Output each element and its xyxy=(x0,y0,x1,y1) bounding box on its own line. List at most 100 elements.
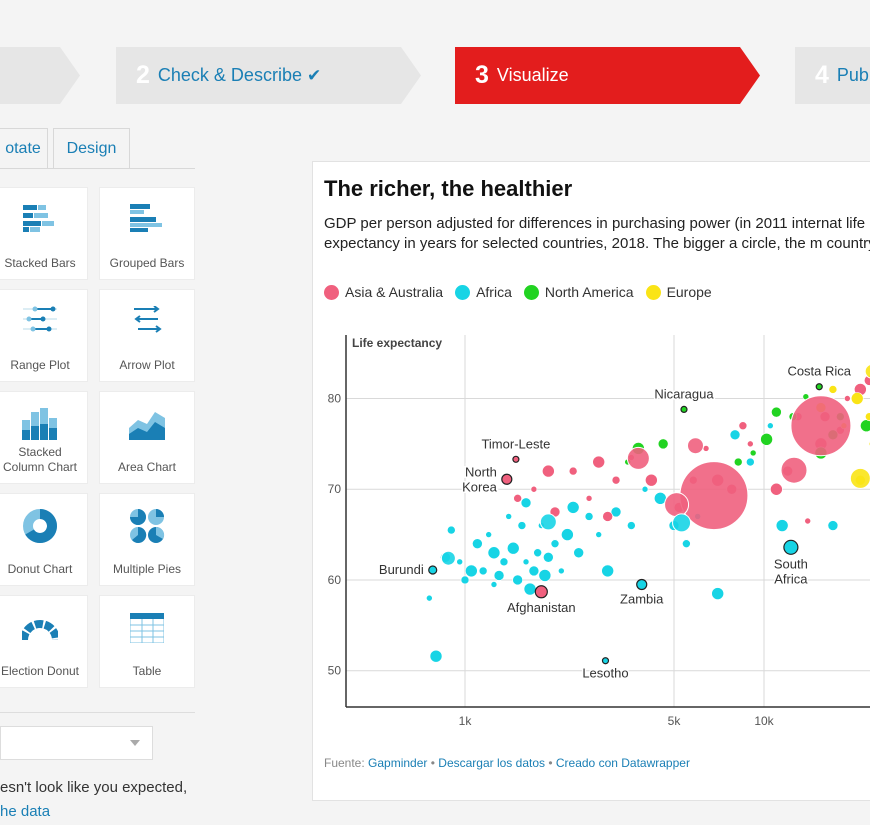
data-bubble xyxy=(672,513,692,533)
legend-item: Europe xyxy=(645,284,712,300)
data-point xyxy=(528,565,540,577)
sidebar-divider xyxy=(0,712,195,713)
step-4-label: Pub xyxy=(836,65,869,85)
data-point xyxy=(828,385,838,394)
chart-select-dropdown[interactable] xyxy=(0,726,153,760)
step-3-visualize[interactable]: 3 Visualize xyxy=(455,47,760,104)
data-point xyxy=(610,506,622,518)
data-point xyxy=(456,558,463,566)
data-point xyxy=(543,551,554,563)
data-point xyxy=(566,501,580,514)
data-point xyxy=(865,412,870,421)
chart-type-label: Arrow Plot xyxy=(119,358,175,372)
data-point xyxy=(561,528,574,541)
data-point xyxy=(747,440,754,448)
footer-made-with-link[interactable]: Creado con Datawrapper xyxy=(555,756,690,770)
point-label: North Korea xyxy=(462,464,497,494)
range-plot-icon xyxy=(0,302,87,338)
footer-separator: • xyxy=(545,756,556,770)
data-point xyxy=(485,531,492,538)
y-tick-label: 80 xyxy=(328,392,342,406)
step-4-number: 4 xyxy=(815,61,829,89)
y-tick-label: 70 xyxy=(328,482,342,496)
data-point xyxy=(499,557,509,567)
data-point xyxy=(592,455,605,469)
data-point xyxy=(729,429,741,441)
labeled-point xyxy=(512,455,520,463)
data-point xyxy=(645,473,658,487)
data-point xyxy=(767,422,774,430)
legend-label: Africa xyxy=(476,284,512,300)
data-bubble xyxy=(780,456,808,484)
point-label: Lesotho xyxy=(582,666,628,681)
data-point xyxy=(429,649,443,663)
y-tick-label: 50 xyxy=(328,664,342,678)
data-point xyxy=(568,466,578,476)
chart-type-arrow-plot[interactable]: Arrow Plot xyxy=(99,289,195,382)
step-1[interactable] xyxy=(0,47,80,104)
data-bubble xyxy=(664,492,690,518)
legend-item: Asia & Australia xyxy=(324,284,443,300)
data-point xyxy=(827,520,839,531)
data-point xyxy=(487,546,501,560)
chart-type-label: Election Donut xyxy=(0,664,80,678)
point-label: Nicaragua xyxy=(654,386,714,401)
tab-design[interactable]: Design xyxy=(53,128,130,168)
legend-swatch xyxy=(324,284,339,300)
chart-type-election-donut[interactable]: Election Donut xyxy=(0,595,88,688)
y-axis-label: Life expectancy xyxy=(352,336,442,350)
data-point xyxy=(601,564,614,578)
chart-description: GDP per person adjusted for differences … xyxy=(324,215,870,252)
point-label: Burundi xyxy=(379,562,424,577)
chart-type-multiple-pies[interactable]: Multiple Pies xyxy=(99,493,195,586)
footer-source-link[interactable]: Gapminder xyxy=(368,756,428,770)
grouped-bars-icon xyxy=(100,200,194,236)
chart-type-area-chart[interactable]: Area Chart xyxy=(99,391,195,484)
step-3-number: 3 xyxy=(475,61,489,89)
data-point xyxy=(627,521,636,530)
chart-type-label: Grouped Bars xyxy=(109,256,185,270)
labeled-point xyxy=(428,565,438,575)
data-point xyxy=(512,574,523,586)
data-point xyxy=(493,570,505,581)
data-bubble xyxy=(790,395,852,457)
labeled-point xyxy=(534,585,548,599)
x-tick-label: 10k xyxy=(754,714,774,728)
chart-type-stacked-bars[interactable]: Stacked Bars xyxy=(0,187,88,280)
chart-type-label: Stacked Bars xyxy=(4,256,76,270)
chart-type-stacked-column-chart[interactable]: Stacked Column Chart xyxy=(0,391,88,484)
data-point xyxy=(538,569,552,582)
data-bubble xyxy=(626,446,650,470)
data-point xyxy=(738,421,748,431)
data-point xyxy=(472,538,483,549)
footer-separator: • xyxy=(427,756,439,770)
step-2-check-describe[interactable]: 2 Check & Describe ✔ xyxy=(116,47,421,104)
data-point xyxy=(760,433,773,446)
chart-title: The richer, the healthier xyxy=(324,176,573,201)
data-point xyxy=(850,392,864,405)
x-tick-label: 5k xyxy=(668,714,682,728)
chart-type-range-plot[interactable]: Range Plot xyxy=(0,289,88,382)
data-point xyxy=(804,517,812,525)
data-bubble xyxy=(686,437,704,455)
data-point xyxy=(513,494,522,503)
data-point xyxy=(520,497,532,509)
footer-download-link[interactable]: Descargar los datos xyxy=(438,756,545,770)
chart-type-grouped-bars[interactable]: Grouped Bars xyxy=(99,187,195,280)
sidebar-help-link[interactable]: he data xyxy=(0,803,51,820)
tab-annotate[interactable]: otate xyxy=(0,128,48,168)
labeled-point xyxy=(783,539,799,555)
data-point xyxy=(517,521,527,530)
chart-type-table[interactable]: Table xyxy=(99,595,195,688)
data-point xyxy=(505,513,512,520)
data-point xyxy=(844,395,851,402)
step-4-publish[interactable]: 4 Pub xyxy=(795,47,870,104)
chart-type-donut-chart[interactable]: Donut Chart xyxy=(0,493,88,586)
data-point xyxy=(426,594,433,602)
legend-label: North America xyxy=(544,284,634,300)
step-2-label: Check & Describe xyxy=(157,65,302,85)
data-point xyxy=(447,525,456,535)
election-donut-icon xyxy=(0,612,87,648)
point-label: Costa Rica xyxy=(787,364,851,379)
data-point xyxy=(506,541,520,555)
